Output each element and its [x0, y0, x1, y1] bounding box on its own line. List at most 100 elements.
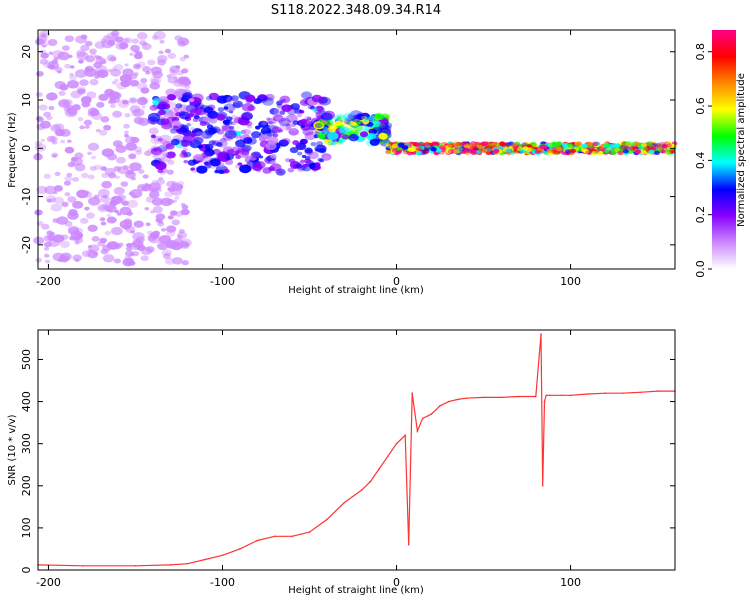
spectrogram-blob — [209, 158, 221, 167]
spectrogram-blob — [43, 173, 51, 179]
colorbar-ticks: 0.0 0.2 0.4 0.6 0.8 — [694, 43, 712, 278]
spectrogram-blob — [581, 143, 588, 148]
spectrogram-blob — [183, 54, 190, 59]
spectrogram-blob — [36, 71, 44, 77]
spectrogram-blob — [99, 130, 108, 136]
spectrogram-x-ticks: -200 -100 0 100 — [36, 30, 581, 288]
spectrogram-blob — [556, 141, 563, 146]
spectrogram-blob — [416, 146, 423, 151]
spectrogram-blob — [258, 134, 267, 141]
spectrogram-blob — [129, 162, 142, 172]
spectrogram-blob — [445, 145, 452, 150]
colorbar: 0.0 0.2 0.4 0.6 0.8 Normalized spectral ampl… — [694, 30, 747, 278]
spectrogram-blob — [79, 79, 89, 87]
spectrogram-blob — [99, 237, 108, 244]
spectrogram-blob — [165, 88, 177, 97]
spectrogram-blob — [107, 100, 114, 104]
spectrogram-blob — [161, 227, 167, 232]
spectrogram-blob — [418, 145, 425, 150]
snr-y-tick-label: 400 — [20, 391, 33, 412]
spectrogram-blob — [304, 131, 317, 141]
snr-point — [430, 413, 433, 416]
spectrogram-blob — [242, 129, 252, 136]
spectrogram-blob — [98, 93, 109, 102]
spectrogram-blob — [75, 69, 88, 78]
spectrogram-blob — [56, 216, 69, 225]
spectrogram-blob — [85, 212, 95, 219]
spectrogram-blob — [101, 148, 115, 158]
snr-point — [447, 400, 450, 403]
snr-y-tick-label: 100 — [20, 517, 33, 538]
spectrogram-blob — [54, 196, 65, 204]
spectrogram-blob — [122, 99, 129, 105]
spectrogram-blob — [281, 98, 286, 102]
spectrogram-blob — [64, 192, 71, 197]
spectrogram-blob — [178, 79, 190, 88]
spectrogram-blob — [504, 148, 512, 153]
spectrogram-blob — [261, 97, 274, 106]
spectrogram-blob — [569, 148, 577, 154]
spectrogram-blob — [181, 260, 189, 266]
spectrogram-blob — [167, 94, 177, 101]
spectrogram-blob — [424, 141, 431, 147]
spectrogram-blob — [266, 117, 271, 121]
spectrogram-blob — [41, 223, 50, 230]
spectrogram-blob — [46, 92, 58, 101]
spectrogram-blob — [107, 68, 113, 73]
spectrogram-blob — [551, 149, 558, 154]
spectrogram-blob — [89, 109, 100, 117]
spectrogram-blob — [166, 74, 172, 79]
spectrogram-blob — [190, 127, 196, 131]
spectrogram-blob — [237, 162, 243, 167]
colorbar-tick-label: 0.4 — [694, 152, 707, 170]
spectrogram-blob — [310, 142, 317, 147]
spectrogram-blob — [124, 133, 129, 138]
spectrogram-blob — [40, 138, 46, 142]
spectrogram-blob — [551, 146, 558, 151]
snr-point — [545, 394, 548, 397]
spectrogram-blob — [485, 147, 492, 152]
snr-point — [656, 390, 659, 392]
spectrogram-blob — [60, 139, 66, 144]
spectrogram-blob — [235, 139, 246, 148]
colorbar-tick-label: 0.0 — [694, 260, 707, 278]
spectrogram-blob — [114, 78, 119, 83]
spectrogram-blob — [68, 54, 73, 58]
snr-point — [343, 501, 346, 504]
spectrogram-blob — [145, 246, 155, 253]
spectrogram-blob — [343, 112, 355, 121]
spectrogram-blob — [171, 219, 180, 226]
spectrogram-blob — [95, 128, 101, 133]
spectrogram-blob — [83, 119, 93, 126]
spectrogram-blob — [180, 208, 190, 216]
spectrogram-blob — [439, 145, 446, 150]
spectrogram-blob — [205, 162, 211, 166]
spectrogram-blob — [504, 142, 511, 147]
snr-panel: -200 -100 0 100 0 100 200 300 400 500 Height of … — [7, 329, 676, 596]
spectrogram-blob — [140, 255, 149, 262]
spectrogram-blob — [40, 41, 49, 48]
spectrogram-blob — [47, 61, 60, 70]
spectrogram-blob — [519, 148, 526, 154]
snr-point — [291, 535, 293, 538]
spectrogram-blob — [209, 127, 218, 134]
spectrogram-blob — [149, 190, 160, 199]
spectrogram-y-tick-label: -20 — [20, 236, 33, 254]
spectrogram-blob — [54, 129, 65, 137]
spectrogram-blob — [72, 254, 83, 262]
spectrogram-blob — [150, 76, 162, 85]
spectrogram-frame — [37, 29, 676, 270]
spectrogram-blob — [76, 49, 86, 57]
spectrogram-blob — [205, 95, 213, 101]
spectrogram-blob — [79, 217, 89, 224]
colorbar-tick: 0.6 — [694, 97, 712, 115]
spectrogram-blob — [361, 115, 367, 120]
spectrogram-blob — [40, 33, 47, 38]
spectrogram-blob — [655, 143, 662, 148]
spectrogram-blob — [85, 55, 95, 63]
snr-point — [543, 400, 546, 403]
spectrogram-blob — [44, 185, 57, 195]
spectrogram-blob — [72, 200, 84, 209]
spectrogram-blob — [100, 221, 107, 226]
spectrogram-blob — [161, 121, 173, 130]
